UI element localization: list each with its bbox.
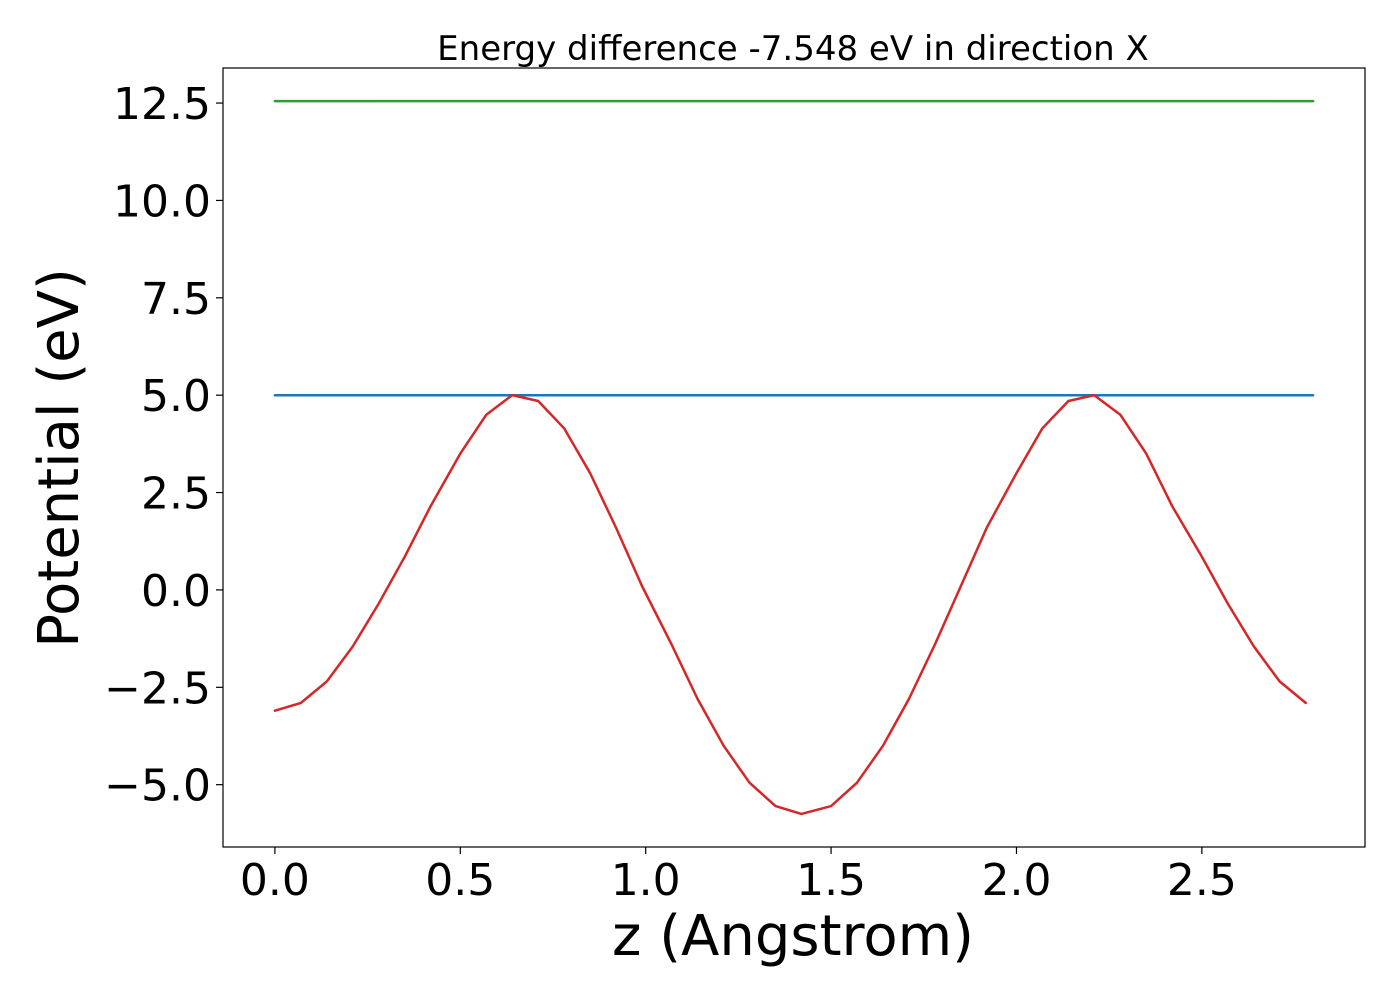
y-axis-ticks: −5.0 −2.5 0.0 2.5 5.0 7.5 10.0 12.5 xyxy=(104,79,223,812)
y-tick-label: 2.5 xyxy=(141,469,211,520)
x-tick-label: 2.5 xyxy=(1167,855,1237,906)
axes-frame xyxy=(222,67,1366,848)
chart-title: Energy difference -7.548 eV in direction… xyxy=(437,29,1149,69)
x-tick-label: 0.0 xyxy=(240,855,310,906)
x-tick-label: 1.5 xyxy=(796,855,866,906)
y-tick-label: −5.0 xyxy=(104,761,211,812)
series-line-2 xyxy=(273,393,1307,816)
y-axis-label: Potential (eV) xyxy=(27,268,92,648)
x-tick-label: 2.0 xyxy=(981,855,1051,906)
y-tick-label: 10.0 xyxy=(113,176,211,227)
y-tick-label: 12.5 xyxy=(113,79,211,130)
y-tick-label: 5.0 xyxy=(141,371,211,422)
plot-lines xyxy=(273,99,1315,816)
y-tick-label: −2.5 xyxy=(104,663,211,714)
x-tick-label: 0.5 xyxy=(425,855,495,906)
y-tick-label: 7.5 xyxy=(141,274,211,325)
x-axis-ticks: 0.0 0.5 1.0 1.5 2.0 2.5 xyxy=(240,847,1237,906)
y-tick-label: 0.0 xyxy=(141,566,211,617)
x-axis-label: z (Angstrom) xyxy=(612,904,974,969)
x-tick-label: 1.0 xyxy=(611,855,681,906)
